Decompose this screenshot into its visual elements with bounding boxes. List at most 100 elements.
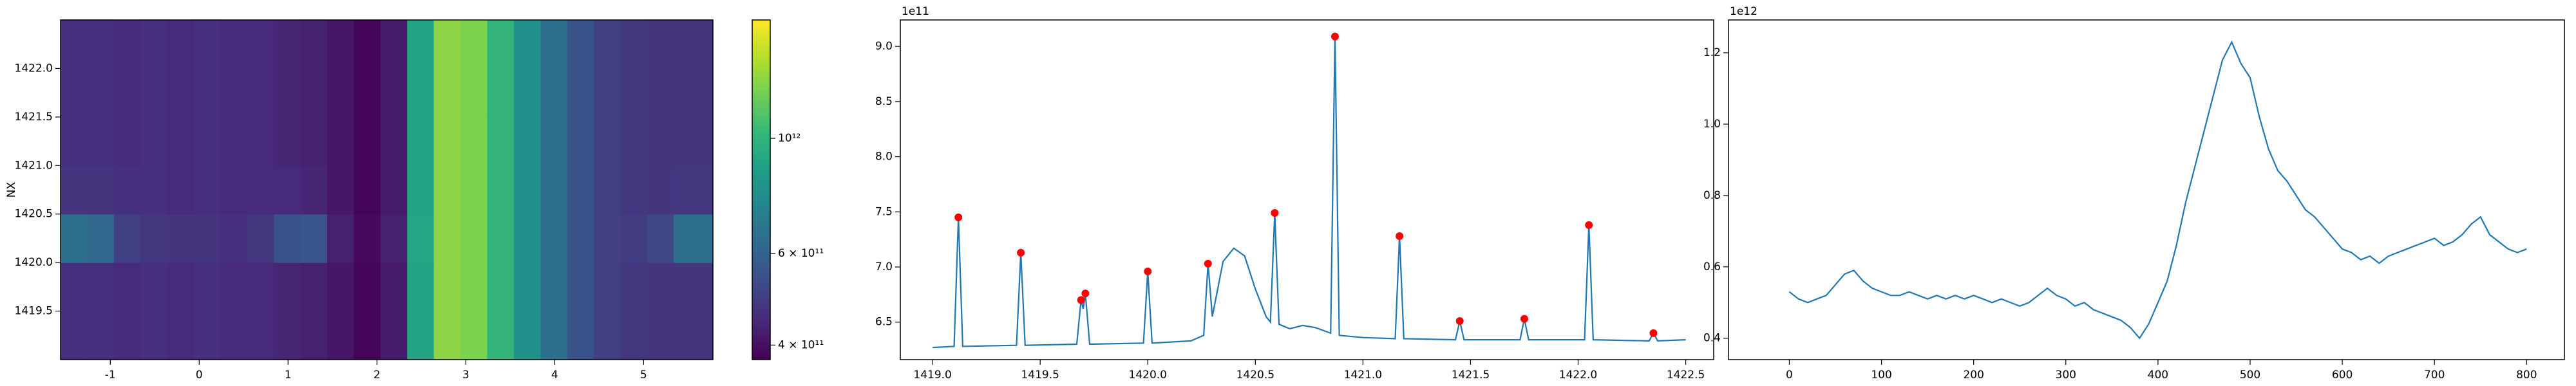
heatmap-cell — [327, 116, 355, 166]
heatmap-cell — [61, 165, 88, 215]
x-tick-label: 2 — [374, 369, 381, 381]
colorbar-slice — [752, 73, 770, 77]
peak-marker — [1520, 315, 1528, 323]
colorbar-slice — [752, 176, 770, 179]
heatmap-cell — [113, 116, 141, 166]
peak-marker — [954, 213, 963, 221]
heatmap-cell — [674, 116, 714, 166]
colorbar-slice — [752, 306, 770, 309]
heatmap-cell — [327, 165, 355, 215]
y-tick-label: 1419.5 — [15, 305, 53, 318]
colorbar-slice — [752, 334, 770, 338]
heatmap-cell — [433, 311, 461, 360]
colorbar-slice — [752, 85, 770, 89]
heatmap-cell — [380, 20, 408, 69]
heatmap-cell — [540, 262, 568, 312]
colorbar-slice — [752, 190, 770, 193]
heatmap-cell — [647, 20, 674, 69]
colorbar-slice — [752, 53, 770, 57]
heatmap-cell — [274, 311, 301, 360]
heatmap-cell — [220, 68, 248, 118]
heatmap-cell — [327, 68, 355, 118]
heatmap-cell — [674, 68, 714, 118]
axis-offset-label: 1e12 — [1730, 5, 1757, 18]
peak-marker — [1455, 317, 1464, 325]
data-line — [1788, 40, 2527, 340]
heatmap-cell — [540, 165, 568, 215]
colorbar-slice — [752, 150, 770, 154]
colorbar-slice — [752, 124, 770, 128]
colorbar-slice — [752, 164, 770, 168]
heatmap-cell — [274, 68, 301, 118]
heatmap-cell — [594, 214, 621, 263]
heatmap-cell — [61, 214, 88, 263]
colorbar-slice — [752, 110, 770, 114]
colorbar-slice — [752, 198, 770, 202]
heatmap-cell — [620, 116, 648, 166]
colorbar-slice — [752, 249, 770, 253]
colorbar-slice — [752, 39, 770, 43]
colorbar-slice — [752, 136, 770, 140]
heatmap-cell — [594, 311, 621, 360]
heatmap-cell — [540, 116, 568, 166]
colorbar-slice — [752, 34, 770, 37]
peak-marker — [1017, 248, 1025, 257]
y-tick-label: 1421.0 — [15, 159, 53, 172]
x-tick-label: 1 — [285, 369, 292, 381]
colorbar-slice — [752, 257, 770, 261]
x-tick-label: 200 — [1963, 369, 1984, 381]
heatmap-cell — [674, 20, 714, 69]
peak-marker — [1396, 232, 1404, 240]
colorbar-slice — [752, 207, 770, 210]
axes-frame — [900, 19, 1714, 360]
heatmap-cell — [513, 116, 541, 166]
colorbar-slice — [752, 297, 770, 301]
colorbar-slice — [752, 241, 770, 244]
colorbar-slice — [752, 65, 770, 69]
x-tick-label: 1421.0 — [1344, 369, 1382, 381]
heatmap-cell — [540, 68, 568, 118]
x-tick-label: 3 — [462, 369, 469, 381]
colorbar-slice — [752, 261, 770, 264]
heatmap-cell — [140, 68, 168, 118]
colorbar-slice — [752, 226, 770, 230]
heatmap-cell — [433, 20, 461, 69]
peak-marker — [1585, 221, 1593, 229]
heatmap-cell — [487, 20, 515, 69]
heatmap-cell — [487, 311, 515, 360]
colorbar-slice — [752, 42, 770, 46]
heatmap-cell — [87, 165, 115, 215]
y-tick-label: 1421.5 — [15, 111, 53, 124]
heatmap-cell — [140, 214, 168, 263]
heatmap-cell — [487, 262, 515, 312]
colorbar-slice — [752, 192, 770, 196]
heatmap-cell — [407, 68, 435, 118]
colorbar-slice — [752, 252, 770, 255]
heatmap-cell — [620, 214, 648, 263]
colorbar-slice — [752, 289, 770, 292]
heatmap-cell — [167, 68, 194, 118]
heatmap-cell — [513, 262, 541, 312]
heatmap-cell — [194, 68, 222, 118]
heatmap-cell — [380, 262, 408, 312]
colorbar-slice — [752, 286, 770, 290]
heatmap-cell — [274, 165, 301, 215]
heatmap-cell — [487, 68, 515, 118]
colorbar-slice — [752, 178, 770, 182]
heatmap-cell — [380, 214, 408, 263]
heatmap-cell — [620, 262, 648, 312]
x-tick-label: 0 — [196, 369, 203, 381]
x-tick-label: 300 — [2056, 369, 2076, 381]
colorbar-slice — [752, 266, 770, 270]
heatmap-cell — [61, 20, 88, 69]
colorbar-slice — [752, 28, 770, 32]
x-tick-label: 1419.5 — [1021, 369, 1059, 381]
colorbar-slice — [752, 91, 770, 94]
x-tick-label: 600 — [2332, 369, 2353, 381]
heatmap-cell — [220, 20, 248, 69]
heatmap-cell — [274, 214, 301, 263]
heatmap-cell — [407, 20, 435, 69]
y-tick-label: 1420.0 — [15, 256, 53, 269]
heatmap-cell — [327, 311, 355, 360]
x-tick-label: 400 — [2148, 369, 2168, 381]
